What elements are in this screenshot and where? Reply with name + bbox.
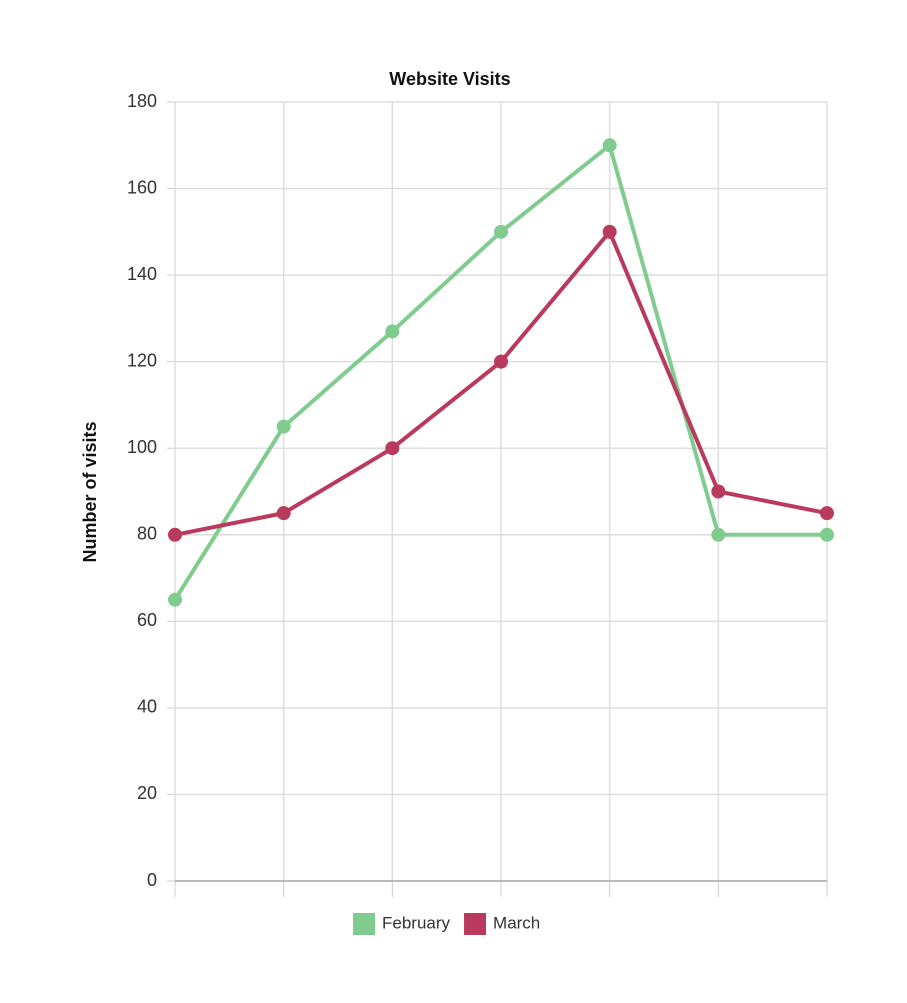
legend-label: March (493, 913, 540, 932)
point (276, 506, 291, 521)
y-tick-label: 40 (137, 697, 157, 717)
y-tick-label: 120 (127, 350, 157, 370)
y-tick-label: 60 (137, 610, 157, 630)
legend-swatch (353, 913, 375, 935)
legend-label: February (382, 913, 451, 932)
legend-swatch (464, 913, 487, 935)
point (168, 592, 182, 607)
y-tick-label: 80 (137, 524, 157, 544)
point (494, 224, 508, 239)
point (602, 224, 617, 239)
point (385, 324, 400, 339)
y-tick-label: 0 (147, 870, 157, 890)
point (385, 441, 400, 456)
point (711, 484, 726, 499)
y-tick-label: 160 (127, 177, 157, 197)
y-axis-label: Number of visits (80, 421, 100, 562)
point (820, 527, 834, 542)
y-tick-label: 20 (137, 783, 157, 803)
point (602, 138, 617, 153)
y-tick-label: 100 (127, 437, 157, 457)
y-tick-label: 180 (127, 91, 157, 111)
point (168, 527, 182, 542)
point (711, 527, 726, 542)
chart-title: Website Visits (389, 69, 510, 89)
y-tick-label: 140 (127, 264, 157, 284)
point (494, 354, 508, 369)
point (820, 506, 834, 521)
point (276, 419, 291, 434)
